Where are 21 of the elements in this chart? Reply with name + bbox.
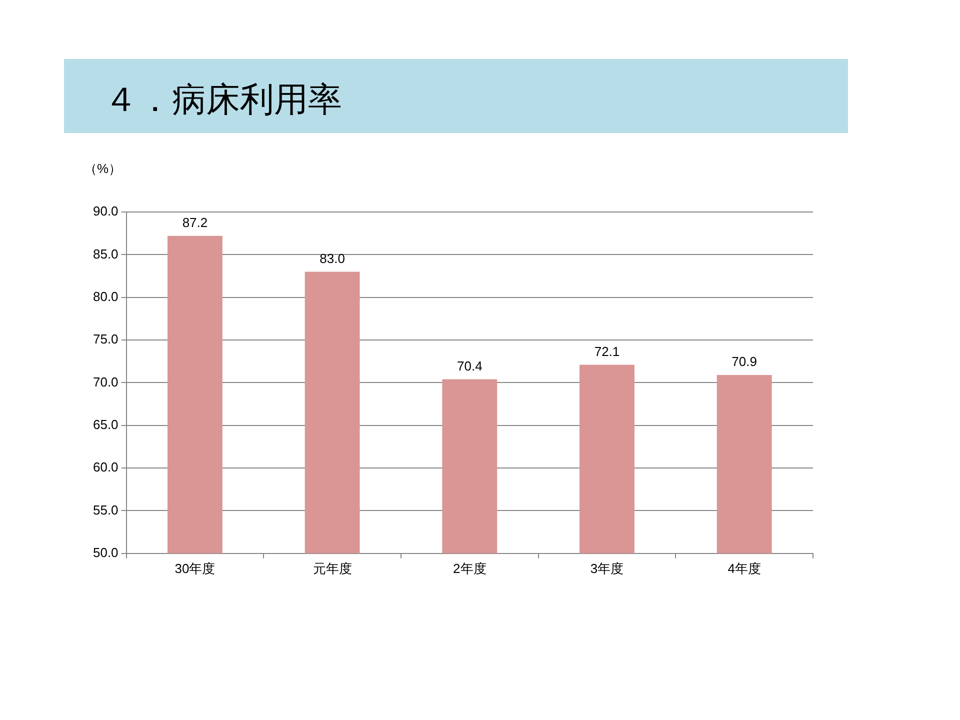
y-tick-label: 70.0 xyxy=(92,374,118,390)
y-tick-label: 55.0 xyxy=(92,502,118,518)
y-tick-label: 65.0 xyxy=(92,416,118,432)
y-tick-label: 90.0 xyxy=(92,204,118,219)
x-tick-label: 元年度 xyxy=(312,560,352,576)
x-tick-label: 3年度 xyxy=(590,560,624,576)
x-tick-label: 30年度 xyxy=(174,560,216,576)
y-tick-label: 60.0 xyxy=(92,460,118,475)
y-tick-label: 85.0 xyxy=(92,246,118,262)
x-tick-label: 2年度 xyxy=(453,560,486,576)
data-label: 72.1 xyxy=(594,344,620,359)
y-axis-title: （%） xyxy=(84,160,122,178)
chart-title: ４．病床利用率 xyxy=(104,80,342,121)
y-tick-label: 50.0 xyxy=(92,544,118,560)
data-label: 87.2 xyxy=(182,214,208,230)
data-label: 70.9 xyxy=(732,354,757,370)
x-tick-label: 4年度 xyxy=(728,560,761,576)
y-tick-label: 75.0 xyxy=(92,332,118,347)
data-label: 83.0 xyxy=(320,250,345,266)
y-tick-label: 80.0 xyxy=(92,288,118,304)
data-label: 70.4 xyxy=(456,358,482,374)
